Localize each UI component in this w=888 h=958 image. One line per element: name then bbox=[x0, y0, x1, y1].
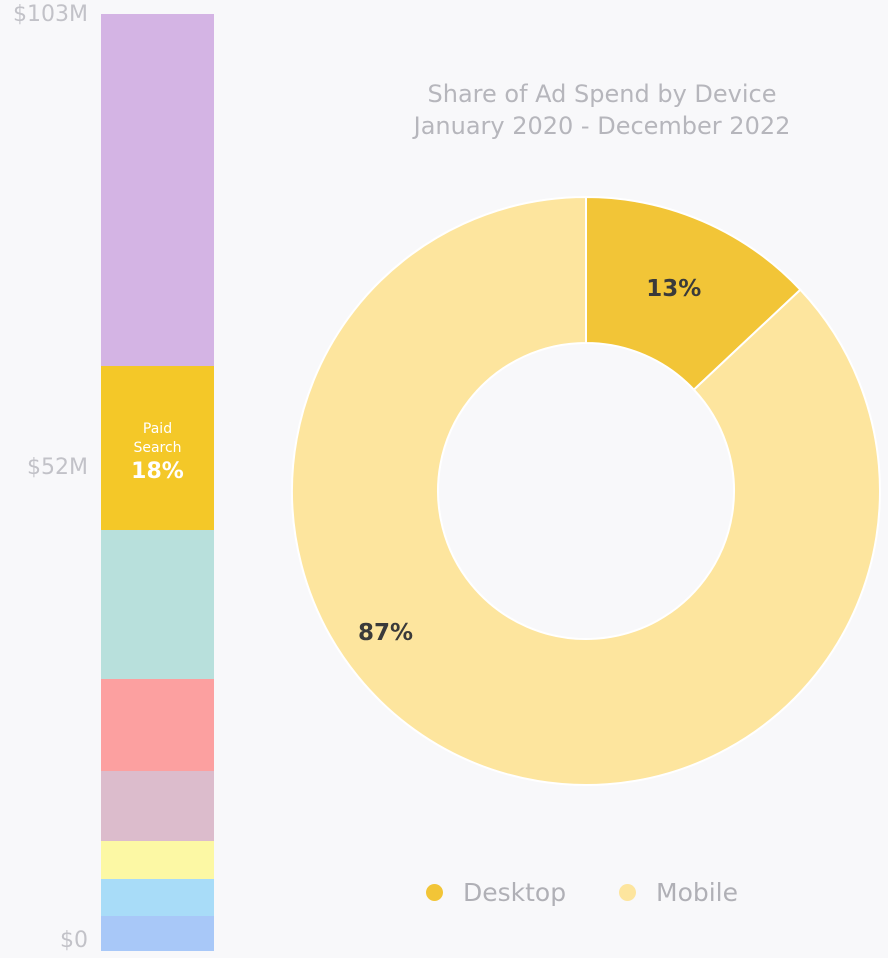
chart-subtitle: January 2020 - December 2022 bbox=[413, 112, 791, 140]
bar-segment-label: Paid Search 18% bbox=[101, 420, 214, 486]
donut-svg: 13% 87% bbox=[291, 195, 881, 786]
bar-segment-3[interactable] bbox=[101, 770, 214, 842]
bar-segment-0[interactable] bbox=[101, 915, 214, 951]
donut-label-desktop: 13% bbox=[646, 276, 701, 302]
legend-item-desktop[interactable]: Desktop bbox=[426, 872, 566, 912]
bar-segment-name-1: Search bbox=[133, 440, 182, 457]
bar-segment-5[interactable] bbox=[101, 529, 214, 679]
chart-title: Share of Ad Spend by Device bbox=[427, 80, 777, 108]
bar-segment-2[interactable] bbox=[101, 840, 214, 879]
legend-label-mobile: Mobile bbox=[656, 877, 739, 907]
y-tick-label-mid: $52M bbox=[27, 455, 88, 480]
y-tick-label-bottom: $0 bbox=[60, 928, 88, 953]
bar-segment-1[interactable] bbox=[101, 878, 214, 916]
donut-label-mobile: 87% bbox=[358, 620, 413, 646]
bar-segment-percent: 18% bbox=[131, 459, 184, 485]
desktop-legend-dot bbox=[426, 883, 443, 901]
bar-segment-7[interactable] bbox=[101, 13, 214, 366]
bar-segment-4[interactable] bbox=[101, 678, 214, 771]
donut-slice-desktop[interactable] bbox=[585, 195, 802, 392]
mobile-legend-dot bbox=[619, 883, 636, 901]
donut-slice-mobile[interactable] bbox=[291, 195, 881, 786]
stacked-bar: Paid Search 18% bbox=[101, 13, 214, 951]
legend-label-desktop: Desktop bbox=[463, 877, 567, 907]
bar-segment-paid-search[interactable] bbox=[101, 365, 214, 531]
y-tick-label-top: $103M bbox=[13, 2, 88, 27]
legend-item-mobile[interactable]: Mobile bbox=[619, 872, 738, 912]
bar-segment-name-0: Paid bbox=[142, 421, 173, 438]
